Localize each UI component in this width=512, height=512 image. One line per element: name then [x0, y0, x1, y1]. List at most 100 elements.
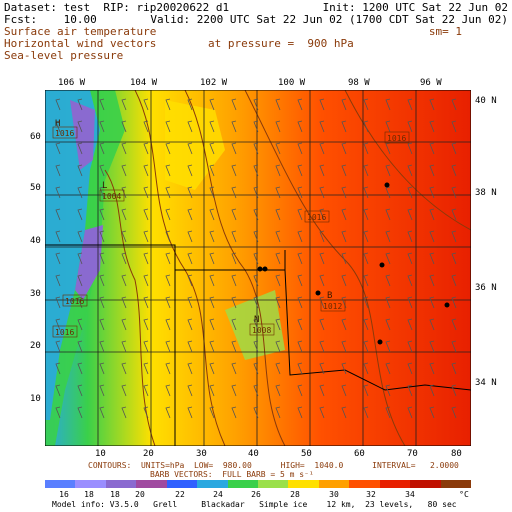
wind-barb: [77, 274, 83, 287]
wind-barb: [187, 406, 193, 419]
wind-barb: [121, 164, 127, 177]
wind-barb: [297, 186, 303, 199]
wind-barb: [77, 406, 83, 419]
fcst-line: Fcst: 10.00: [4, 13, 97, 26]
wind-barb: [99, 318, 105, 331]
wind-barb: [209, 340, 215, 353]
wind-barb: [275, 406, 281, 419]
legend-swatch: [410, 480, 442, 488]
wind-barb: [143, 406, 149, 419]
wind-barb: [187, 318, 193, 331]
field-label-wind: Horizontal wind vectors: [4, 37, 157, 50]
wind-barb: [385, 120, 391, 133]
wind-barb: [363, 340, 369, 353]
wind-barb: [165, 186, 171, 199]
wind-barb: [407, 340, 413, 353]
wind-barb: [187, 362, 193, 375]
wind-barb: [209, 274, 215, 287]
wind-barb: [451, 208, 457, 221]
wind-barb: [275, 98, 281, 111]
wind-barb: [385, 362, 391, 375]
wind-barb: [143, 98, 149, 111]
wind-barb: [99, 296, 105, 309]
wind-barb: [363, 362, 369, 375]
wind-barb: [385, 230, 391, 243]
wind-barb: [319, 120, 325, 133]
wind-barb: [121, 98, 127, 111]
grid-label-y: 30: [30, 289, 41, 299]
wind-barb: [121, 296, 127, 309]
wind-barb: [429, 384, 435, 397]
wind-barb: [187, 164, 193, 177]
wind-barb: [385, 318, 391, 331]
wind-barb: [55, 120, 61, 133]
wind-barb: [253, 186, 259, 199]
wind-barb: [121, 208, 127, 221]
wind-barb: [253, 164, 259, 177]
wind-barb: [209, 296, 215, 309]
wind-barb: [143, 362, 149, 375]
wind-barb: [187, 230, 193, 243]
lat-label: 36 N: [475, 283, 497, 293]
wind-barb: [407, 252, 413, 265]
wind-barb: [231, 120, 237, 133]
wind-barb: [341, 274, 347, 287]
wind-barb: [385, 274, 391, 287]
wind-barb: [253, 98, 259, 111]
wind-barb: [341, 208, 347, 221]
wind-barb: [77, 230, 83, 243]
wind-barb: [231, 142, 237, 155]
lon-label: 106 W: [58, 78, 86, 88]
wind-barb: [231, 274, 237, 287]
wind-barb: [363, 384, 369, 397]
lon-label: 98 W: [348, 78, 370, 88]
wind-barb: [55, 406, 61, 419]
wind-barb: [297, 384, 303, 397]
legend-swatch: [440, 480, 472, 488]
wind-barb: [77, 296, 83, 309]
wind-barb: [187, 208, 193, 221]
wind-barb: [77, 252, 83, 265]
wind-barb: [99, 252, 105, 265]
wind-barb: [231, 252, 237, 265]
wind-barb: [187, 296, 193, 309]
wind-barb: [231, 296, 237, 309]
wind-barb: [121, 142, 127, 155]
lat-label: 40 N: [475, 96, 497, 106]
pressure-center-marker: N: [254, 315, 259, 325]
wind-barb: [407, 120, 413, 133]
valid-line: Valid: 2200 UTC Sat 22 Jun 02 (1700 CDT …: [150, 13, 508, 26]
wind-barb: [165, 406, 171, 419]
green-patch: [225, 290, 285, 360]
temperature-map: 1016 1004 1016 1016 1016 1008 1012 1016 …: [45, 90, 471, 446]
wind-barb: [275, 318, 281, 331]
wind-barb: [319, 142, 325, 155]
wind-barb: [429, 340, 435, 353]
pressure-value: 1016: [55, 328, 74, 337]
pressure-value: 1012: [323, 302, 342, 311]
wind-barb: [319, 406, 325, 419]
wind-barb: [99, 362, 105, 375]
wind-barb: [77, 98, 83, 111]
legend-label: 30: [329, 490, 339, 499]
wind-barb: [297, 362, 303, 375]
wind-barb: [363, 296, 369, 309]
wind-barb: [165, 318, 171, 331]
wind-barb: [209, 252, 215, 265]
wind-barb: [99, 274, 105, 287]
wind-barb: [121, 252, 127, 265]
legend-label: 18: [84, 490, 94, 499]
pressure-label: at pressure = 900 hPa: [208, 37, 354, 50]
wind-barb: [341, 406, 347, 419]
wind-barb: [99, 98, 105, 111]
lon-label: 96 W: [420, 78, 442, 88]
wind-barb: [407, 296, 413, 309]
wind-barb: [407, 98, 413, 111]
wind-barb: [319, 98, 325, 111]
wind-barb: [55, 252, 61, 265]
wind-barb: [407, 274, 413, 287]
grid-label-x: 40: [248, 449, 259, 459]
legend-label: 28: [290, 490, 300, 499]
wind-barb: [363, 318, 369, 331]
coldest-region-north: [70, 100, 95, 170]
